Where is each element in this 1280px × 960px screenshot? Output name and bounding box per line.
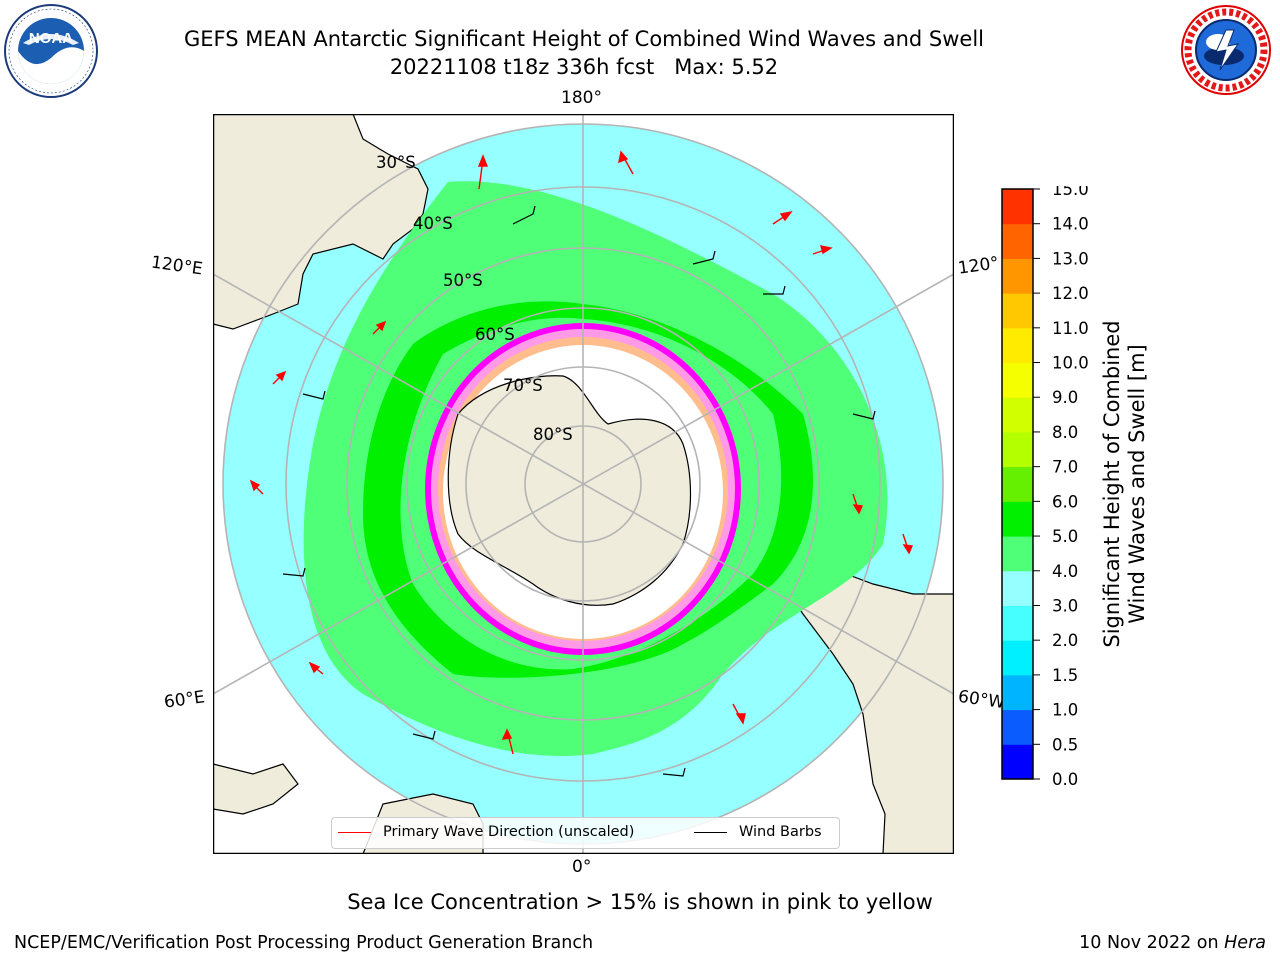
colorbar: 0.0 0.5 1.0 1.5 2.0 3.0 4.0 5.0 6.0 7.0 8.0 9.0 10.0… xyxy=(1001,186,1089,786)
colorbar-swatch xyxy=(1002,501,1033,537)
generation-date: 10 Nov 2022 on Hera xyxy=(1079,933,1266,953)
colorbar-tick-label: 9.0 xyxy=(1052,388,1078,407)
colorbar-tick-label: 2.0 xyxy=(1052,631,1078,650)
colorbar-tick-label: 0.0 xyxy=(1052,770,1078,786)
wind-barbs xyxy=(282,205,876,777)
colorbar-swatch xyxy=(1002,431,1033,468)
legend-item-wave-direction: Primary Wave Direction (unscaled) xyxy=(338,824,634,840)
colorbar-tick-label: 6.0 xyxy=(1052,492,1078,511)
colorbar-tick-label: 13.0 xyxy=(1052,249,1089,268)
chart-subtitle: 20221108 t18z 336h fcst Max: 5.52 xyxy=(389,55,779,79)
lat-label-30s: 30°S xyxy=(376,153,416,172)
colorbar-swatch xyxy=(1002,293,1033,329)
lat-label-50s: 50°S xyxy=(443,271,483,290)
colorbar-swatch xyxy=(1002,744,1033,780)
colorbar-swatch xyxy=(1002,605,1033,641)
colorbar-tick-label: 3.0 xyxy=(1052,596,1078,615)
colorbar-tick-label: 1.0 xyxy=(1052,701,1078,720)
colorbar-tick-label: 14.0 xyxy=(1052,215,1089,234)
colorbar-label-line1: Significant Height of Combined xyxy=(1100,320,1124,648)
colorbar-tick-label: 11.0 xyxy=(1052,319,1089,338)
colorbar-swatch xyxy=(1002,258,1033,294)
colorbar-tick-label: 12.0 xyxy=(1052,284,1089,303)
lon-label-60e: 60°E xyxy=(162,687,207,713)
map-legend: Primary Wave Direction (unscaled) Wind B… xyxy=(331,817,840,849)
graticule xyxy=(213,114,954,854)
lon-label-0: 0° xyxy=(572,857,592,877)
nws-logo xyxy=(1181,5,1271,95)
lon-label-120e: 120°E xyxy=(149,252,204,280)
colorbar-tick-label: 4.0 xyxy=(1052,562,1078,581)
colorbar-swatch xyxy=(1002,709,1033,745)
colorbar-swatch xyxy=(1002,466,1033,502)
colorbar-swatch xyxy=(1002,327,1033,364)
producer-credit: NCEP/EMC/Verification Post Processing Pr… xyxy=(14,933,594,953)
colorbar-tick-label: 5.0 xyxy=(1052,527,1078,546)
lon-label-60w: 60°W xyxy=(956,686,1007,714)
lat-label-70s: 70°S xyxy=(503,376,543,395)
lon-label-120w: 120° xyxy=(956,253,1001,279)
colorbar-swatch xyxy=(1002,223,1033,259)
legend-item-wind-barbs: Wind Barbs xyxy=(694,824,822,840)
colorbar-swatch xyxy=(1002,674,1033,711)
colorbar-swatch xyxy=(1002,536,1033,572)
colorbar-label-line2: Wind Waves and Swell [m] xyxy=(1125,344,1149,624)
colorbar-tick-label: 1.5 xyxy=(1052,666,1078,685)
lat-label-80s: 80°S xyxy=(533,425,573,444)
wave-direction-arrows xyxy=(249,150,914,755)
colorbar-tick-label: 7.0 xyxy=(1052,458,1078,477)
colorbar-tick-label: 15.0 xyxy=(1052,186,1089,199)
noaa-logo-text: NOAA xyxy=(29,30,73,47)
colorbar-tick-label: 10.0 xyxy=(1052,354,1089,373)
lat-label-60s: 60°S xyxy=(475,325,515,344)
chart-title: GEFS MEAN Antarctic Significant Height o… xyxy=(183,27,985,51)
colorbar-tick-label: 8.0 xyxy=(1052,423,1078,442)
colorbar-swatch xyxy=(1002,570,1033,606)
sea-ice-footnote: Sea Ice Concentration > 15% is shown in … xyxy=(347,890,933,914)
lat-label-40s: 40°S xyxy=(413,214,453,233)
polar-map: 30°S 40°S 50°S 60°S 70°S 80°S xyxy=(213,114,954,854)
colorbar-swatch xyxy=(1002,189,1033,225)
lon-label-180: 180° xyxy=(561,88,602,108)
colorbar-swatch xyxy=(1002,640,1033,676)
colorbar-swatch xyxy=(1002,362,1033,398)
colorbar-swatch xyxy=(1002,397,1033,433)
noaa-logo: NOAA xyxy=(4,4,98,98)
colorbar-tick-label: 0.5 xyxy=(1052,735,1078,754)
